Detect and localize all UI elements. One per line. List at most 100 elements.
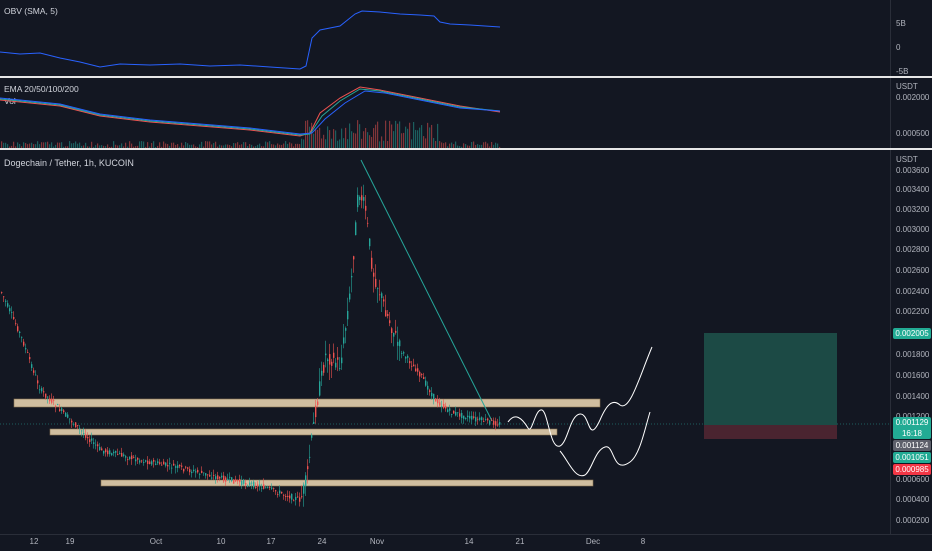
volume-bar (5, 142, 7, 148)
volume-bar (427, 122, 429, 148)
volume-bar (241, 144, 243, 148)
candle-body (225, 477, 227, 482)
candle-body (365, 205, 367, 211)
candle-body (389, 320, 391, 324)
candle-body (313, 421, 315, 424)
volume-bar (117, 145, 119, 148)
volume-bars (1, 120, 501, 148)
volume-bar (11, 145, 13, 148)
candle-body (487, 418, 489, 421)
volume-bar (161, 146, 163, 148)
volume-bar (159, 142, 161, 148)
projection-path-lower[interactable] (559, 411, 651, 477)
resistance-zone[interactable] (13, 398, 601, 408)
volume-bar (345, 127, 347, 148)
volume-bar (45, 142, 47, 148)
support-zone[interactable] (49, 428, 558, 436)
symbol-legend[interactable]: Dogechain / Tether, 1h, KUCOIN (4, 158, 134, 168)
volume-bar (91, 141, 93, 148)
pane-separator-1[interactable] (0, 76, 932, 78)
price-chart[interactable] (0, 150, 890, 534)
volume-bar (97, 143, 99, 148)
time-axis-label: Dec (585, 537, 601, 546)
candle-body (473, 416, 475, 418)
volume-bar (281, 144, 283, 148)
volume-bar (173, 142, 175, 148)
volume-bar (473, 141, 475, 148)
volume-bar (247, 146, 249, 148)
lower-support-zone[interactable] (100, 479, 594, 487)
volume-bar (149, 146, 151, 148)
volume-bar (269, 141, 271, 148)
ema-legend[interactable]: EMA 20/50/100/200 (4, 84, 79, 94)
candle-body (163, 461, 165, 465)
candle-body (297, 496, 299, 498)
volume-bar (55, 144, 57, 148)
price-tag-gray[interactable]: 0.001124 (893, 440, 931, 451)
volume-bar (483, 142, 485, 148)
volume-bar (21, 146, 23, 148)
volume-bar (325, 139, 327, 148)
volume-bar (157, 145, 159, 148)
candle-body (485, 419, 487, 420)
candle-body (317, 401, 319, 405)
volume-bar (33, 144, 35, 148)
volume-bar (419, 127, 421, 148)
volume-bar (413, 121, 415, 148)
candle-body (357, 194, 359, 208)
time-axis[interactable] (0, 534, 932, 551)
candle-body (45, 393, 47, 398)
candle-body (281, 491, 283, 494)
volume-bar (121, 143, 123, 148)
candle-body (435, 398, 437, 402)
volume-bar (19, 144, 21, 148)
main-price-axis[interactable] (890, 150, 932, 534)
last-price-value: 0.001129 (895, 418, 929, 427)
volume-bar (145, 146, 147, 148)
candle-body (403, 352, 405, 354)
stop-price-tag[interactable]: 0.000985 (893, 464, 931, 475)
candlesticks (1, 184, 501, 507)
volume-bar (355, 133, 357, 148)
candle-body (47, 396, 49, 398)
price-axis-label: 0.000400 (896, 495, 930, 504)
last-price-tag[interactable]: 0.001129 16:18 (893, 417, 931, 439)
obv-price-axis[interactable] (890, 0, 932, 76)
trendline[interactable] (360, 159, 493, 422)
volume-bar (323, 134, 325, 148)
projection-path-upper[interactable] (507, 346, 653, 447)
candle-body (59, 409, 61, 411)
target-price-tag[interactable]: 0.002005 (893, 328, 931, 339)
candle-body (259, 484, 261, 487)
volume-bar (349, 123, 351, 148)
candle-body (169, 462, 171, 464)
target-zone[interactable] (704, 333, 837, 425)
ema-volume-pane[interactable]: EMA 20/50/100/200 Vol USDT 0.002000 0.00… (0, 78, 932, 148)
volume-bar (87, 146, 89, 148)
volume-bar (215, 141, 217, 148)
candle-body (325, 353, 327, 356)
candle-body (353, 256, 355, 260)
price-axis-label: 0.001200 (896, 412, 929, 421)
candle-body (289, 495, 291, 499)
price-axis-label: 0.002800 (896, 245, 930, 254)
candle-body (79, 428, 81, 430)
candle-body (15, 323, 17, 325)
price-tag-green[interactable]: 0.001051 (893, 452, 931, 463)
volume-bar (335, 130, 337, 148)
volume-bar (187, 143, 189, 148)
volume-bar (369, 135, 371, 148)
volume-bar (315, 128, 317, 148)
stop-zone[interactable] (704, 425, 837, 439)
volume-bar (311, 122, 313, 148)
candle-body (43, 391, 45, 393)
ema-price-axis[interactable] (890, 78, 932, 148)
obv-pane[interactable]: OBV (SMA, 5) 5B 0 -5B (0, 0, 932, 76)
pane-separator-2[interactable] (0, 148, 932, 150)
candle-body (39, 389, 41, 391)
candle-body (383, 299, 385, 302)
volume-bar (35, 144, 37, 148)
main-price-pane[interactable]: Dogechain / Tether, 1h, KUCOIN USDT 0.00… (0, 150, 932, 534)
price-axis-label: 0.003200 (896, 205, 930, 214)
obv-legend[interactable]: OBV (SMA, 5) (4, 6, 58, 16)
